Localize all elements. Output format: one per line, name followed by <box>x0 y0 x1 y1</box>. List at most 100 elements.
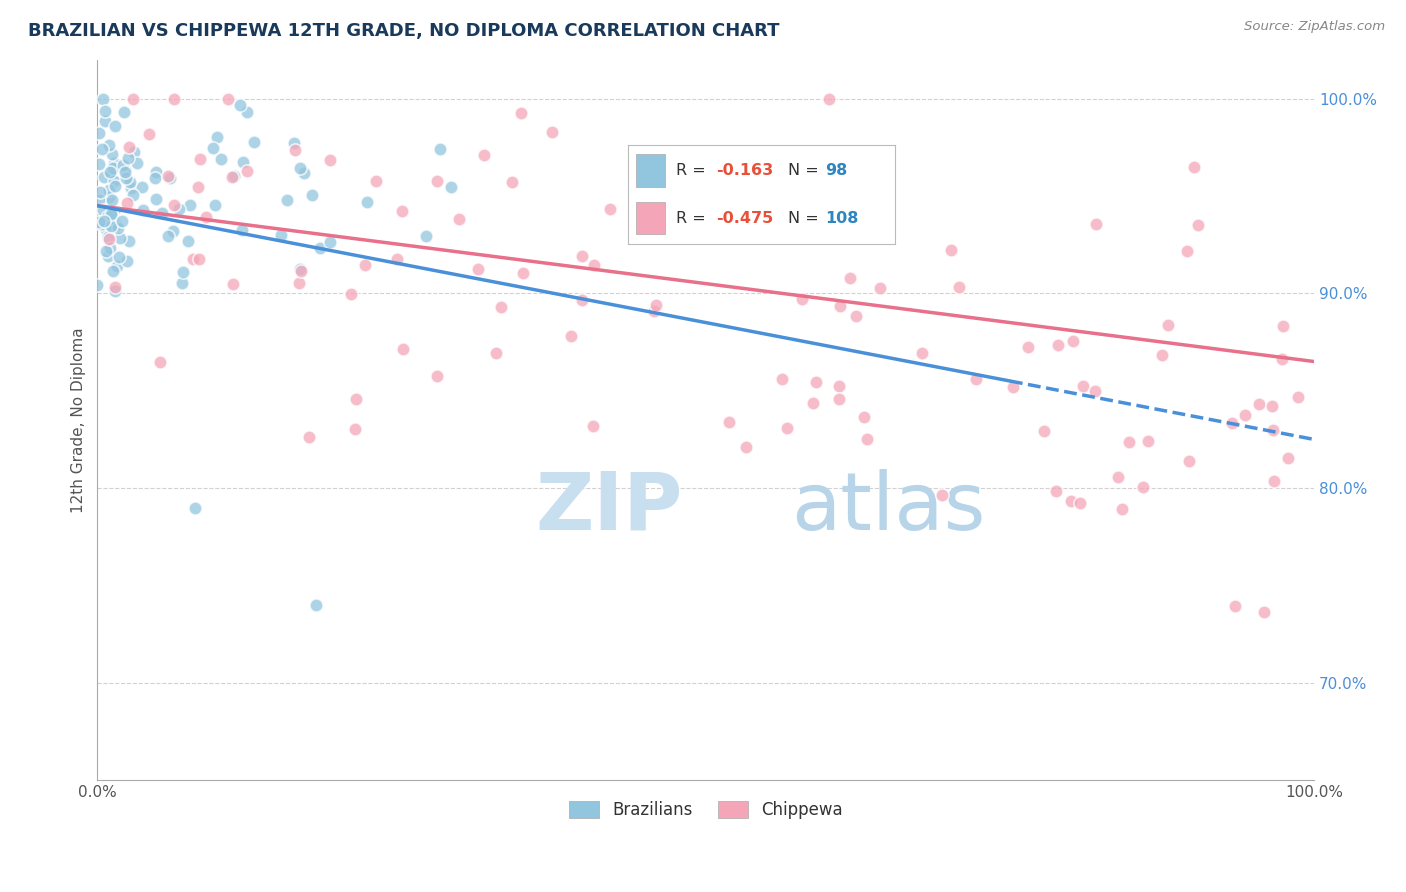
Point <box>1271 352 1294 367</box>
Point <box>93 214 115 228</box>
Point <box>792 292 814 306</box>
Point <box>98 189 121 203</box>
Point <box>309 241 332 255</box>
Point <box>122 145 145 160</box>
Point <box>115 170 138 185</box>
Point <box>1178 454 1201 468</box>
Point <box>118 139 141 153</box>
Point <box>1136 434 1159 448</box>
Point <box>229 98 252 112</box>
Point <box>104 120 127 134</box>
Point <box>911 345 934 359</box>
Point <box>301 188 323 202</box>
Point <box>290 264 312 278</box>
Point <box>89 185 111 199</box>
Point <box>1084 217 1107 231</box>
Point <box>1234 408 1257 422</box>
Point <box>1017 340 1039 354</box>
Point <box>91 202 114 217</box>
Point <box>138 127 160 141</box>
Point <box>509 105 531 120</box>
Point <box>242 135 264 149</box>
Point <box>187 180 209 194</box>
Point <box>108 231 131 245</box>
Point <box>159 170 181 185</box>
Text: N =: N = <box>789 211 824 226</box>
Point <box>276 194 298 208</box>
Point <box>94 114 117 128</box>
Point <box>163 197 186 211</box>
Point <box>112 158 135 172</box>
Point <box>104 279 127 293</box>
Point <box>1261 399 1284 413</box>
Point <box>131 180 153 194</box>
Point <box>162 223 184 237</box>
Point <box>194 210 217 224</box>
Point <box>467 261 489 276</box>
Point <box>643 304 665 318</box>
Point <box>156 229 179 244</box>
Point <box>1263 423 1285 437</box>
Point <box>776 421 799 435</box>
Point <box>221 169 243 184</box>
Point <box>512 267 534 281</box>
Point <box>817 91 839 105</box>
Point <box>426 174 449 188</box>
Point <box>100 206 122 220</box>
Point <box>472 148 495 162</box>
Point <box>97 249 120 263</box>
Point <box>217 91 239 105</box>
Point <box>91 91 114 105</box>
Text: N =: N = <box>789 162 824 178</box>
Point <box>1263 475 1285 489</box>
Point <box>152 205 174 219</box>
Point <box>489 300 512 314</box>
Point <box>939 244 962 258</box>
Point <box>143 171 166 186</box>
Point <box>149 355 172 369</box>
Point <box>845 310 868 324</box>
Point <box>599 202 621 216</box>
Point <box>188 252 211 266</box>
Point <box>107 220 129 235</box>
Point <box>97 137 120 152</box>
Point <box>177 234 200 248</box>
Text: ZIP: ZIP <box>536 468 683 547</box>
Text: R =: R = <box>676 211 711 226</box>
Point <box>571 293 593 308</box>
Point <box>103 174 125 188</box>
Text: -0.163: -0.163 <box>716 162 773 178</box>
Text: 98: 98 <box>825 162 848 178</box>
Point <box>97 230 120 244</box>
Point <box>172 277 194 291</box>
Point <box>366 173 388 187</box>
Text: -0.475: -0.475 <box>716 211 773 226</box>
Point <box>1132 480 1154 494</box>
Point <box>121 91 143 105</box>
Point <box>104 284 127 298</box>
Point <box>111 214 134 228</box>
Point <box>101 264 124 278</box>
Point <box>108 250 131 264</box>
Point <box>202 141 225 155</box>
Point <box>105 218 128 232</box>
Point <box>571 249 593 263</box>
Point <box>204 198 226 212</box>
Point <box>89 126 111 140</box>
Point <box>91 142 114 156</box>
Point <box>100 219 122 233</box>
Point <box>100 242 122 256</box>
Point <box>582 419 605 434</box>
Point <box>94 221 117 235</box>
Point <box>222 169 245 183</box>
Point <box>90 217 112 231</box>
Point <box>117 254 139 268</box>
Point <box>270 228 292 243</box>
Point <box>429 143 451 157</box>
Point <box>209 152 232 166</box>
Point <box>779 198 801 212</box>
Point <box>101 193 124 207</box>
Text: R =: R = <box>676 162 711 178</box>
Point <box>391 203 413 218</box>
Point <box>830 299 852 313</box>
